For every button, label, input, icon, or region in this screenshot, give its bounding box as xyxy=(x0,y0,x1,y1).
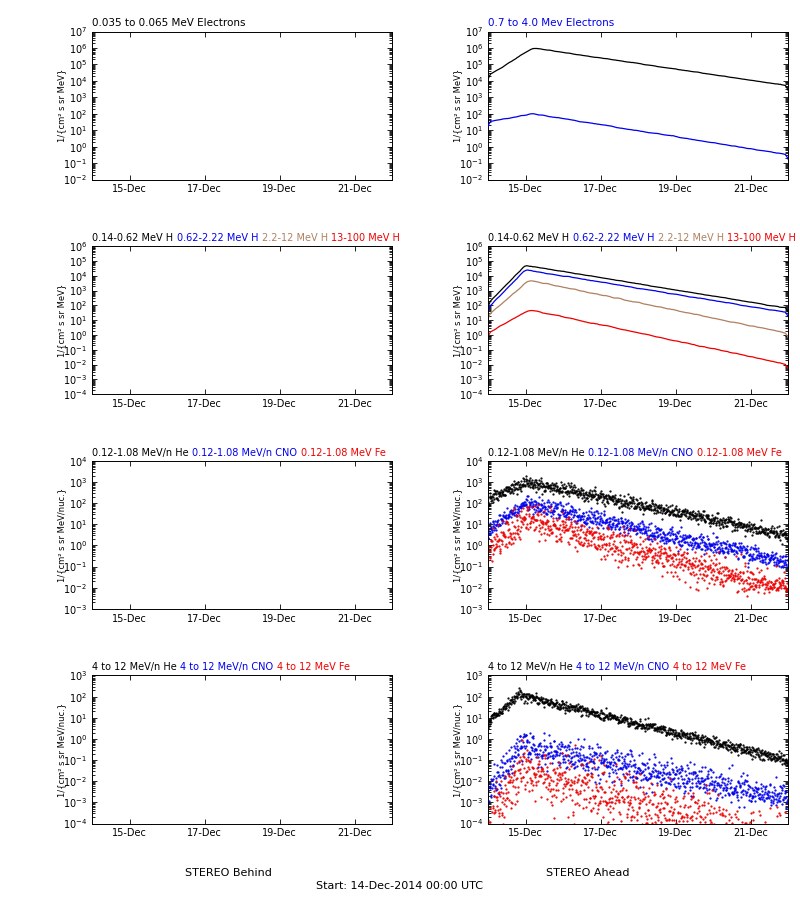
Text: 0.12-1.08 MeV/n He: 0.12-1.08 MeV/n He xyxy=(488,448,585,458)
Y-axis label: 1/{cm² s sr MeV}: 1/{cm² s sr MeV} xyxy=(453,284,462,356)
Y-axis label: 1/{cm² s sr MeV/nuc.}: 1/{cm² s sr MeV/nuc.} xyxy=(454,488,462,582)
Y-axis label: 1/{cm² s sr MeV/nuc.}: 1/{cm² s sr MeV/nuc.} xyxy=(57,702,66,796)
Text: 13-100 MeV H: 13-100 MeV H xyxy=(331,233,400,243)
Text: 4 to 12 MeV/n He: 4 to 12 MeV/n He xyxy=(92,662,177,672)
Text: 0.14-0.62 MeV H: 0.14-0.62 MeV H xyxy=(92,233,173,243)
Text: 0.035 to 0.065 MeV Electrons: 0.035 to 0.065 MeV Electrons xyxy=(92,19,246,29)
Text: 13-100 MeV H: 13-100 MeV H xyxy=(727,233,796,243)
Text: 2.2-12 MeV H: 2.2-12 MeV H xyxy=(262,233,328,243)
Text: 0.12-1.08 MeV/n CNO: 0.12-1.08 MeV/n CNO xyxy=(192,448,297,458)
Text: 4 to 12 MeV Fe: 4 to 12 MeV Fe xyxy=(277,662,350,672)
Text: 0.12-1.08 MeV/n He: 0.12-1.08 MeV/n He xyxy=(92,448,189,458)
Text: 0.12-1.08 MeV Fe: 0.12-1.08 MeV Fe xyxy=(301,448,386,458)
Text: Start: 14-Dec-2014 00:00 UTC: Start: 14-Dec-2014 00:00 UTC xyxy=(317,881,483,891)
Y-axis label: 1/{cm² s sr MeV}: 1/{cm² s sr MeV} xyxy=(454,69,462,142)
Y-axis label: 1/{cm² s sr MeV/nuc.}: 1/{cm² s sr MeV/nuc.} xyxy=(58,488,66,582)
Y-axis label: 1/{cm² s sr MeV}: 1/{cm² s sr MeV} xyxy=(58,69,66,142)
Text: STEREO Ahead: STEREO Ahead xyxy=(546,868,630,878)
Y-axis label: 1/{cm² s sr MeV}: 1/{cm² s sr MeV} xyxy=(57,284,66,356)
Text: 0.12-1.08 MeV Fe: 0.12-1.08 MeV Fe xyxy=(697,448,782,458)
Text: 0.12-1.08 MeV/n CNO: 0.12-1.08 MeV/n CNO xyxy=(588,448,693,458)
Text: 2.2-12 MeV H: 2.2-12 MeV H xyxy=(658,233,724,243)
Text: 4 to 12 MeV/n CNO: 4 to 12 MeV/n CNO xyxy=(576,662,670,672)
Text: 0.62-2.22 MeV H: 0.62-2.22 MeV H xyxy=(177,233,258,243)
Text: 4 to 12 MeV Fe: 4 to 12 MeV Fe xyxy=(673,662,746,672)
Text: 4 to 12 MeV/n CNO: 4 to 12 MeV/n CNO xyxy=(180,662,274,672)
Text: 4 to 12 MeV/n He: 4 to 12 MeV/n He xyxy=(488,662,573,672)
Text: STEREO Behind: STEREO Behind xyxy=(185,868,271,878)
Y-axis label: 1/{cm² s sr MeV/nuc.}: 1/{cm² s sr MeV/nuc.} xyxy=(453,702,462,796)
Text: 0.14-0.62 MeV H: 0.14-0.62 MeV H xyxy=(488,233,569,243)
Text: 0.7 to 4.0 Mev Electrons: 0.7 to 4.0 Mev Electrons xyxy=(488,19,614,29)
Text: 0.62-2.22 MeV H: 0.62-2.22 MeV H xyxy=(573,233,654,243)
